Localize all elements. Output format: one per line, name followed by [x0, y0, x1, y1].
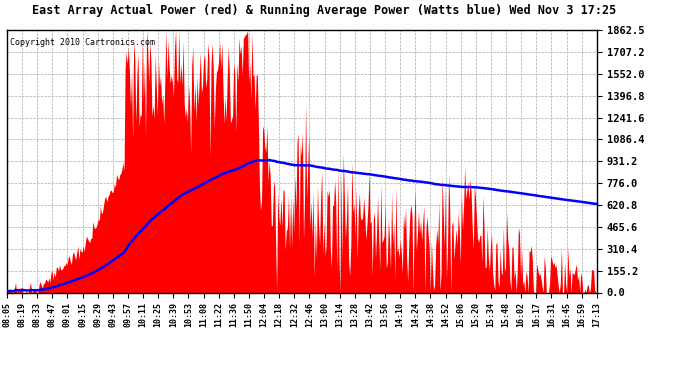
Text: East Array Actual Power (red) & Running Average Power (Watts blue) Wed Nov 3 17:: East Array Actual Power (red) & Running … — [32, 4, 616, 17]
Text: Copyright 2010 Cartronics.com: Copyright 2010 Cartronics.com — [10, 38, 155, 47]
